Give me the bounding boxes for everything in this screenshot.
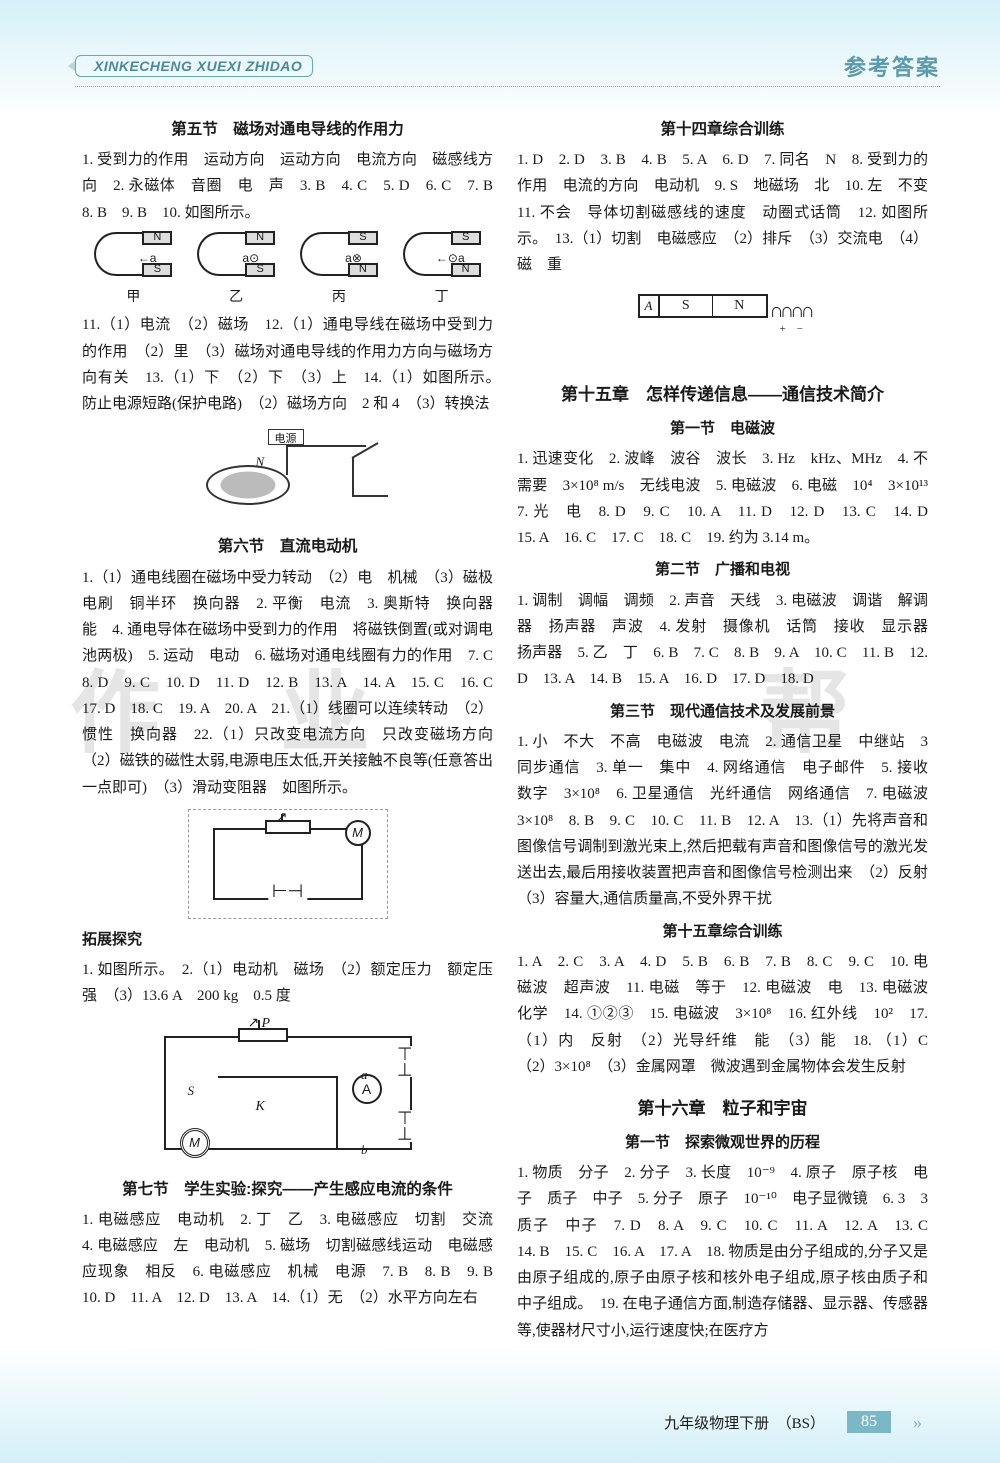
- magnet-yi: N S a⊙ 乙: [197, 232, 275, 311]
- footer-book-label: 九年级物理下册 （BS）: [664, 1412, 825, 1433]
- extension-body: 1. 如图所示。 2.（1）电动机 磁场 （2）额定压力 额定压强 （3）13.…: [82, 957, 493, 1010]
- right-column: 第十四章综合训练 1. D 2. D 3. B 4. B 5. A 6. D 7…: [517, 110, 928, 1383]
- magnet-symbol: a⊗: [345, 248, 362, 269]
- magnet-caption: 丙: [300, 286, 378, 311]
- magnet-symbol: a⊙: [242, 248, 259, 269]
- c15z-body: 1. A 2. C 3. A 4. D 5. B 6. B 7. B 8. C …: [517, 949, 928, 1080]
- label-s: S: [188, 1080, 195, 1103]
- c15s3-title: 第三节 现代通信技术及发展前景: [517, 699, 928, 725]
- c15s1-title: 第一节 电磁波: [517, 416, 928, 442]
- extension-title: 拓展探究: [82, 927, 493, 953]
- section14z-body: 1. D 2. D 3. B 4. B 5. A 6. D 7. 同名 N 8.…: [517, 147, 928, 278]
- c15s2-title: 第二节 广播和电视: [517, 557, 928, 583]
- chapter15-title: 第十五章 怎样传递信息——通信技术简介: [517, 380, 928, 410]
- magnet-jia: N S ←a 甲: [94, 232, 172, 311]
- c15s2-body: 1. 调制 调幅 调频 2. 声音 天线 3. 电磁波 调谐 解调器 扬声器 声…: [517, 588, 928, 693]
- generator-figure: 电源 N: [82, 425, 493, 525]
- magnet-symbol: ←a: [138, 248, 157, 269]
- c15s3-body: 1. 小 不大 不高 电磁波 电流 2. 通信卫星 中继站 3 同步通信 3. …: [517, 729, 928, 913]
- c16s1-title: 第一节 探索微观世界的历程: [517, 1130, 928, 1156]
- c15z-title: 第十五章综合训练: [517, 919, 928, 945]
- coil-figure: A S N ∩∩∩∩ + −: [517, 286, 928, 366]
- c15s1-body: 1. 迅速变化 2. 波峰 波谷 波长 3. Hz kHz、MHz 4. 不需要…: [517, 446, 928, 551]
- chevron-right-icon: »: [913, 1412, 920, 1433]
- section7-title: 第七节 学生实验:探究——产生感应电流的条件: [82, 1176, 493, 1203]
- label-k: K: [256, 1095, 265, 1120]
- section14z-title: 第十四章综合训练: [517, 116, 928, 143]
- page-header: XINKECHENG XUEXI ZHIDAO 参考答案: [75, 50, 940, 87]
- chapter16-title: 第十六章 粒子和宇宙: [517, 1094, 928, 1124]
- magnet-ding: S N ←⊙a 丁: [403, 232, 481, 311]
- section5-title: 第五节 磁场对通电导线的作用力: [82, 116, 493, 143]
- circuit2-figure: ↗ P ⊢⊣ ⊢⊣ S K A M a b: [82, 1018, 493, 1168]
- header-title: 参考答案: [844, 50, 940, 82]
- magnet-caption: 乙: [197, 286, 275, 311]
- label-a: a: [361, 1064, 368, 1087]
- coil-n-label: N: [713, 296, 766, 316]
- pole-label: N: [245, 231, 275, 245]
- section6-title: 第六节 直流电动机: [82, 533, 493, 560]
- pole-label: S: [451, 231, 481, 245]
- pole-label: N: [142, 231, 172, 245]
- page-number: 85: [847, 1411, 891, 1433]
- coil-s-label: S: [660, 296, 714, 316]
- label-b: b: [361, 1139, 368, 1162]
- magnet-caption: 丁: [403, 286, 481, 311]
- section6-body: 1.（1）通电线圈在磁场中受力转动 （2）电 机械 （3）磁极 电刷 铜半环 换…: [82, 565, 493, 801]
- motor-label: M: [345, 820, 371, 846]
- motor2-label: M: [180, 1128, 210, 1158]
- section5-body2: 11.（1）电流 （2）磁场 12.（1）通电导线在磁场中受到力的作用 （2）里…: [82, 312, 493, 417]
- section7-body: 1. 电磁感应 电动机 2. 丁 乙 3. 电磁感应 切割 交流 4. 电磁感应…: [82, 1207, 493, 1312]
- c16s1-body: 1. 物质 分子 2. 分子 3. 长度 10⁻⁹ 4. 原子 原子核 电子 质…: [517, 1160, 928, 1344]
- section5-body1: 1. 受到力的作用 运动方向 运动方向 电流方向 磁感线方向 2. 永磁体 音圈…: [82, 147, 493, 226]
- page-footer: 九年级物理下册 （BS） 85 »: [0, 1411, 1000, 1433]
- label-p: P: [262, 1012, 271, 1037]
- content-columns: 第五节 磁场对通电导线的作用力 1. 受到力的作用 运动方向 运动方向 电流方向…: [82, 110, 928, 1383]
- coil-polarity: + −: [780, 320, 803, 339]
- magnet-symbol: ←⊙a: [436, 248, 465, 269]
- magnet-figure-row: N S ←a 甲 N S a⊙ 乙 S N: [82, 232, 493, 311]
- header-pinyin: XINKECHENG XUEXI ZHIDAO: [75, 55, 313, 77]
- pole-label: S: [348, 231, 378, 245]
- circuit1-figure: M ⊢⊣: [82, 809, 493, 919]
- coil-a-label: A: [638, 294, 658, 318]
- left-column: 第五节 磁场对通电导线的作用力 1. 受到力的作用 运动方向 运动方向 电流方向…: [82, 110, 493, 1383]
- magnet-caption: 甲: [94, 286, 172, 311]
- power-box-label: 电源: [268, 429, 304, 445]
- magnet-bing: S N a⊗ 丙: [300, 232, 378, 311]
